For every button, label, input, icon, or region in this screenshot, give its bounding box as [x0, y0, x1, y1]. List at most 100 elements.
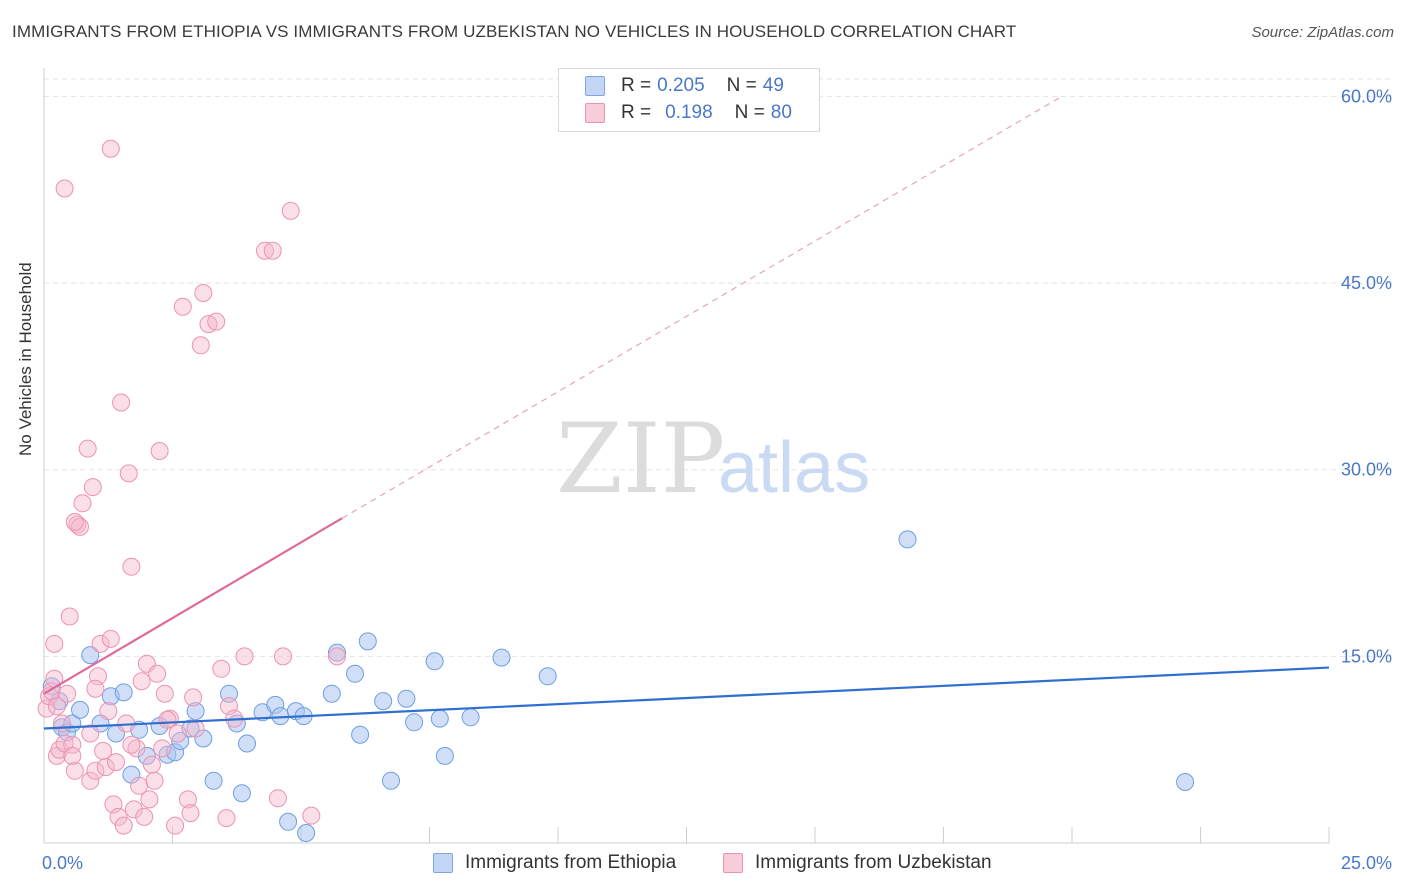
x-tick-label-max: 25.0% [1341, 853, 1392, 873]
ethiopia-point [374, 692, 393, 711]
ethiopia-point [232, 784, 251, 803]
uzbekistan-point [86, 679, 105, 698]
y-tick-label: 15.0% [1341, 646, 1392, 666]
x-tick-label-min: 0.0% [42, 853, 83, 873]
uzbekistan-point [178, 790, 197, 809]
legend-swatch-uzbekistan [585, 103, 605, 123]
legend-swatch-uzbekistan [723, 853, 743, 873]
uzbekistan-point [65, 513, 84, 531]
uzbekistan-point [60, 607, 79, 626]
uzbekistan-point [263, 241, 282, 260]
y-axis-label: No Vehicles in Household [16, 262, 35, 456]
uzbekistan-point [142, 755, 161, 774]
uzbekistan-point [135, 807, 154, 826]
uzbekistan-point [140, 790, 159, 809]
ethiopia-point [425, 652, 444, 671]
uzbekistan-point [186, 719, 205, 738]
ethiopia-point [346, 664, 364, 683]
uzbekistan-point [81, 724, 100, 743]
y-tick-label: 45.0% [1341, 273, 1392, 293]
uzbekistan-point [212, 659, 231, 678]
uzbekistan-point [81, 771, 100, 790]
uzbekistan-point [68, 515, 87, 534]
legend-label-ethiopia: Immigrants from Ethiopia [465, 852, 677, 873]
ethiopia-point [238, 734, 256, 753]
watermark: ZIP atlas [556, 403, 870, 515]
ethiopia-point [137, 746, 156, 765]
n-label: N = [726, 75, 757, 96]
uzbekistan-point [109, 807, 128, 826]
tick-labels: 15.0% 30.0% 45.0% 60.0% 0.0% 25.0% [42, 86, 1392, 873]
ethiopia-point [382, 771, 400, 790]
r-label: R = [621, 75, 652, 96]
stats-legend: R = 0.205 N = 49 R = 0.198 N = 80 [558, 68, 820, 132]
stats-legend-row-ethiopia: R = 0.205 N = 49 [585, 75, 784, 97]
ethiopia-point [328, 643, 346, 662]
r-value: 0.198 [665, 102, 713, 123]
uzbekistan-point [114, 816, 133, 835]
uzbekistan-point [274, 647, 292, 666]
ethiopia-point [405, 713, 424, 732]
ethiopia-point [351, 725, 370, 744]
uzbekistan-point [256, 241, 274, 260]
series-legend: Immigrants from Ethiopia Immigrants from… [0, 850, 1406, 878]
ethiopia-point [71, 700, 89, 719]
uzbekistan-point [173, 297, 192, 316]
chart-source: Source: ZipAtlas.com [1251, 24, 1394, 41]
trend-line-uzbekistan [43, 517, 343, 695]
uzbekistan-point [58, 684, 77, 703]
uzbekistan-point [132, 672, 151, 691]
uzbekistan-point [194, 284, 213, 302]
uzbekistan-point [191, 336, 210, 355]
ethiopia-point [194, 729, 213, 748]
uzbekistan-point [96, 758, 115, 777]
uzbekistan-point [235, 647, 254, 666]
uzbekistan-point [119, 464, 138, 483]
uzbekistan-point [122, 557, 141, 576]
uzbekistan-point [101, 139, 120, 158]
ethiopia-point [461, 708, 480, 727]
uzbekistan-point [207, 312, 226, 331]
uzbekistan-point [73, 494, 92, 513]
legend-item-ethiopia: Immigrants from Ethiopia [433, 852, 676, 874]
watermark-zip: ZIP [556, 403, 725, 515]
uzbekistan-point [166, 816, 185, 835]
uzbekistan-point [45, 634, 64, 653]
uzbekistan-point [63, 746, 82, 765]
uzbekistan-point [168, 724, 187, 743]
uzbekistan-point [184, 688, 203, 707]
uzbekistan-point [148, 664, 167, 683]
legend-item-uzbekistan: Immigrants from Uzbekistan [723, 852, 992, 874]
uzbekistan-point [99, 702, 118, 721]
ethiopia-point [492, 648, 511, 667]
trend-line-ethiopia [43, 666, 1330, 730]
ethiopia-point [435, 746, 454, 765]
uzbekistan-point [86, 761, 105, 780]
uzbekistan-point [91, 634, 110, 653]
series-uzbekistan-points [37, 139, 346, 835]
uzbekistan-point [158, 710, 177, 729]
uzbekistan-point [122, 735, 141, 754]
r-label: R = [621, 102, 652, 123]
uzbekistan-point [53, 714, 71, 733]
uzbekistan-point [268, 789, 287, 808]
y-tick-label: 60.0% [1341, 86, 1392, 106]
uzbekistan-point [47, 697, 66, 716]
ethiopia-point [358, 632, 377, 651]
ethiopia-point [171, 732, 190, 750]
legend-swatch-ethiopia [433, 853, 453, 873]
ethiopia-point [81, 646, 100, 665]
uzbekistan-point [55, 179, 74, 198]
uzbekistan-point [78, 439, 97, 458]
ethiopia-point [1176, 773, 1195, 791]
n-value: 80 [770, 102, 792, 123]
legend-label-uzbekistan: Immigrants from Uzbekistan [755, 852, 992, 873]
ethiopia-point [397, 689, 416, 708]
ethiopia-point [898, 530, 917, 549]
series-ethiopia-points [42, 530, 1195, 842]
uzbekistan-point [145, 771, 164, 790]
chart-title: IMMIGRANTS FROM ETHIOPIA VS IMMIGRANTS F… [12, 22, 1017, 41]
ethiopia-point [430, 709, 449, 728]
y-tick-label: 30.0% [1341, 460, 1392, 480]
